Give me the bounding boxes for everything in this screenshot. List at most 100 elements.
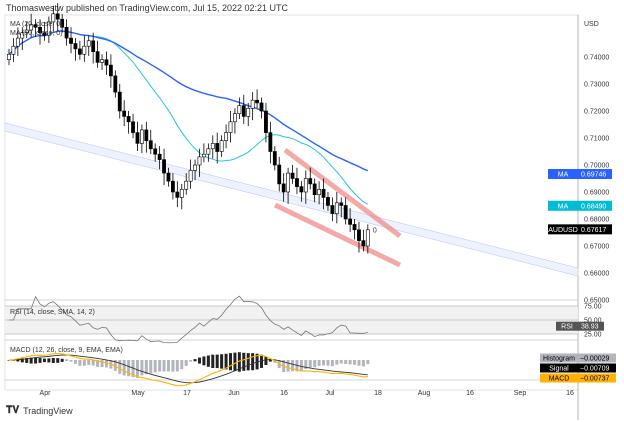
- candle-body: [140, 129, 144, 144]
- candle-body: [326, 197, 330, 206]
- candle-body: [179, 189, 184, 198]
- x-tick-label: Sep: [514, 390, 527, 397]
- macd-histogram-bar: [313, 360, 317, 368]
- macd-histogram-bar: [87, 360, 91, 365]
- candle-body: [188, 170, 193, 182]
- rsi-badge-label-bg: [556, 321, 578, 331]
- macd-badge-label-bg: [540, 373, 578, 383]
- macd-histogram-bar: [47, 358, 51, 363]
- macd-histogram-bar: [357, 360, 361, 366]
- macd-histogram-bar: [56, 358, 60, 363]
- y-tick-label: 0.67000: [584, 244, 609, 251]
- macd-histogram-bar: [135, 360, 139, 378]
- macd-line: [8, 352, 368, 387]
- macd-badge-label: Histogram: [543, 356, 575, 363]
- macd-histogram-bar: [100, 360, 104, 368]
- macd-badge-value: −0.00737: [580, 376, 609, 383]
- candle-body: [131, 121, 135, 133]
- candle-body: [108, 64, 113, 77]
- candle-body: [246, 108, 251, 117]
- macd-histogram-bar: [220, 354, 224, 369]
- price-badge-bg: [578, 224, 612, 235]
- macd-badge-value: −0.00029: [580, 356, 609, 363]
- candle-body: [38, 26, 42, 33]
- macd-histogram-bar: [322, 360, 326, 366]
- macd-histogram-bar: [118, 360, 122, 374]
- macd-histogram-bar: [158, 360, 162, 372]
- candle-body: [51, 13, 56, 23]
- x-tick-label: 16: [566, 390, 574, 397]
- macd-histogram-bar: [20, 358, 24, 363]
- candle-body: [361, 240, 366, 247]
- badge-label: MA: [558, 203, 569, 210]
- macd-histogram-bar: [42, 358, 46, 363]
- x-tick-label: 17: [183, 390, 191, 397]
- macd-histogram-bar: [348, 360, 352, 365]
- ma50-legend: MA (50, close, 0): [10, 30, 63, 37]
- macd-histogram-bar: [260, 354, 264, 368]
- candle-body: [144, 129, 149, 141]
- price-badge: 0.67617: [581, 227, 606, 234]
- macd-histogram-bar: [335, 360, 339, 365]
- candle-body: [82, 45, 87, 55]
- candle-body: [308, 178, 313, 185]
- y-tick-label: 0.65000: [584, 298, 609, 305]
- macd-histogram-bar: [237, 352, 241, 372]
- candle-body: [73, 43, 78, 50]
- macd-histogram-bar: [282, 360, 286, 373]
- candle-body: [281, 183, 286, 193]
- wedge-lower-line: [273, 202, 402, 268]
- macd-histogram-bar: [206, 355, 210, 367]
- macd-histogram-bar: [233, 352, 237, 372]
- candle-body: [286, 172, 290, 193]
- candle-body: [184, 180, 189, 190]
- price-badge: 0.69746: [581, 172, 606, 179]
- macd-histogram-bar: [264, 356, 268, 365]
- macd-histogram-bar: [189, 360, 193, 362]
- y-tick-label: 0.68000: [584, 217, 609, 224]
- macd-histogram-bar: [202, 356, 206, 366]
- price-badge: 0.68490: [581, 203, 606, 210]
- candle-body: [357, 229, 361, 241]
- macd-histogram-bar: [215, 354, 219, 369]
- badge-label-bg: [548, 200, 578, 211]
- badge-label-bg: [548, 169, 578, 179]
- ma50-line: [8, 30, 369, 172]
- macd-histogram-bar: [51, 357, 55, 364]
- candle-body: [15, 37, 20, 47]
- x-tick-label: Apr: [40, 390, 52, 397]
- macd-histogram-bar: [291, 360, 295, 372]
- macd-histogram-bar: [16, 359, 20, 362]
- macd-histogram-bar: [127, 360, 131, 377]
- candle-body: [60, 18, 65, 28]
- macd-histogram-bar: [242, 352, 246, 371]
- macd-histogram-bar: [366, 360, 370, 365]
- macd-badge-label: MACD: [549, 376, 570, 383]
- candle-body: [29, 24, 34, 31]
- candle-body: [215, 143, 220, 152]
- rsi-badge-value: 38.93: [581, 324, 599, 331]
- macd-histogram-bar: [34, 357, 38, 364]
- candle-body: [290, 172, 295, 179]
- candle-body: [122, 110, 127, 117]
- price-badge-bg: [578, 200, 612, 211]
- candle-body: [241, 105, 246, 117]
- macd-histogram-bar: [299, 360, 303, 372]
- macd-histogram-bar: [104, 360, 108, 368]
- tradingview-logo[interactable]: 𝐓𝐕 TradingView: [6, 405, 73, 416]
- macd-histogram-bar: [73, 360, 77, 364]
- rsi-tick-label: 25.00: [584, 332, 602, 339]
- macd-histogram-bar: [361, 360, 365, 367]
- macd-histogram-bar: [304, 360, 308, 369]
- rsi-badge-label: RSI: [561, 324, 573, 331]
- candle-body: [255, 99, 259, 104]
- candle-body: [206, 148, 211, 155]
- candle-body: [197, 156, 202, 166]
- candle-body: [91, 40, 96, 52]
- y-tick-label: 0.69000: [584, 190, 609, 197]
- macd-histogram-bar: [184, 360, 188, 366]
- candle-body: [64, 26, 69, 39]
- candle-body: [20, 32, 25, 39]
- macd-histogram-bar: [113, 360, 117, 371]
